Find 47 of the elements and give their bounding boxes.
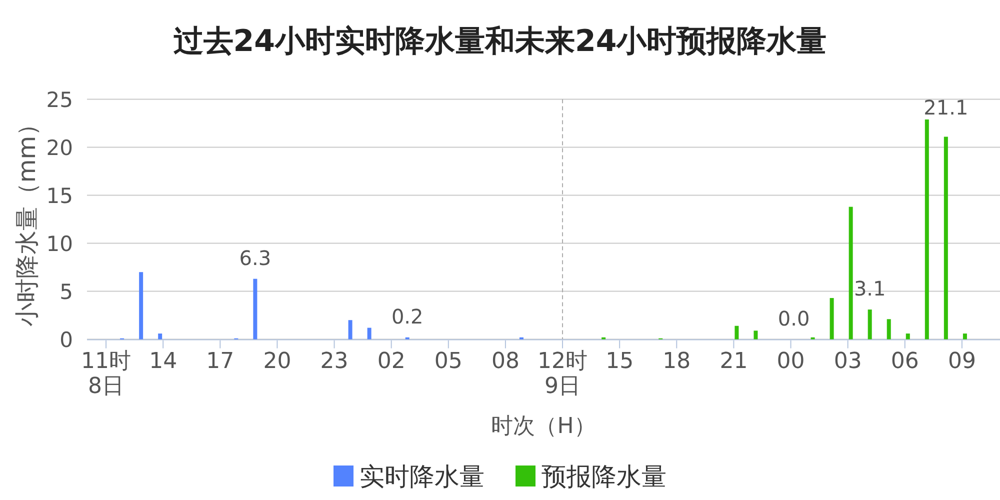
x-tick-label: 11时 8日	[81, 349, 132, 399]
legend-label: 实时降水量	[360, 462, 484, 490]
x-tick-label: 17	[206, 349, 234, 374]
y-tick-label: 20	[46, 136, 73, 160]
bar	[868, 310, 872, 340]
data-label: 0.0	[778, 306, 810, 330]
x-title: 时次（H）	[491, 414, 596, 439]
bar	[924, 119, 929, 340]
x-tick-label: 20	[263, 349, 292, 374]
bar	[886, 319, 891, 340]
bar	[962, 334, 967, 340]
y-tick-label: 10	[46, 232, 73, 256]
title: 过去24小时实时降水量和未来24小时预报降水量	[173, 24, 827, 59]
bar	[253, 278, 258, 340]
x-tick-label: 15	[606, 349, 634, 374]
x-tick-label: 18	[662, 349, 691, 374]
x-tick-label: 08	[491, 349, 520, 374]
x-tick-label: 12时 9日	[538, 349, 588, 399]
y-tick-label: 5	[60, 280, 73, 304]
y-tick-label: 25	[46, 88, 73, 112]
x-tick-label: 14	[149, 349, 178, 374]
y-title: 小时降水量（mm）	[13, 112, 41, 327]
x-tick-label: 02	[377, 349, 406, 374]
bar	[848, 206, 853, 340]
legend-label: 预报降水量	[542, 462, 666, 490]
data-label: 0.2	[391, 304, 424, 328]
y-tick-label: 15	[46, 184, 73, 208]
x-tick-label: 23	[320, 349, 348, 374]
x-tick-label: 09	[948, 349, 976, 374]
bar	[367, 328, 372, 340]
bar	[734, 326, 739, 340]
x-tick-label: 05	[434, 349, 462, 374]
bar	[944, 136, 948, 340]
bar	[754, 330, 758, 340]
x-tick-label: 06	[890, 349, 919, 374]
bar	[158, 334, 162, 340]
bar	[139, 272, 144, 340]
data-label: 3.1	[854, 276, 886, 301]
bar	[830, 298, 834, 340]
data-label: 21.1	[924, 95, 968, 120]
data-label: 6.3	[239, 246, 272, 270]
bar	[348, 320, 352, 340]
x-tick-label: 21	[720, 349, 748, 374]
x-tick-label: 00	[776, 349, 805, 374]
bar	[906, 334, 910, 340]
y-tick-label: 0	[60, 328, 73, 352]
x-tick-label: 03	[834, 349, 862, 374]
